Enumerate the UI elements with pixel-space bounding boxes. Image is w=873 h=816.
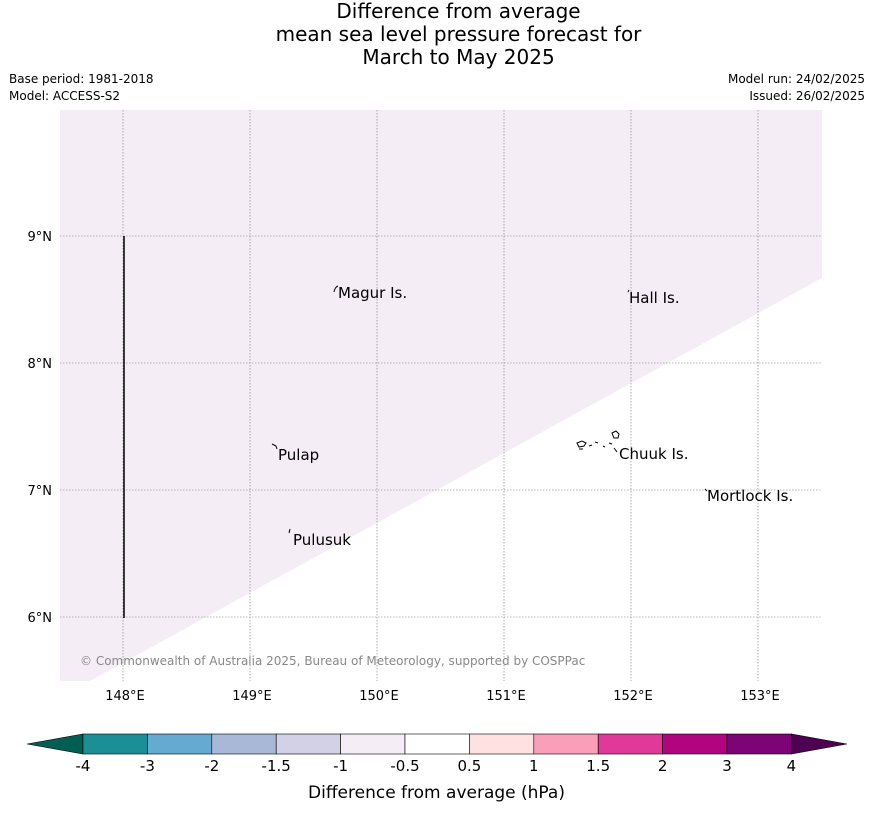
colorbar-tick-label: -4 xyxy=(76,757,91,775)
colorbar-label: Difference from average (hPa) xyxy=(308,783,565,803)
colorbar-segment xyxy=(275,733,341,755)
colorbar-segment xyxy=(404,733,470,755)
colorbar-segment xyxy=(469,733,535,755)
anomaly-region xyxy=(60,110,822,681)
lat-label-9: 9°N xyxy=(28,230,53,245)
lat-label-8: 8°N xyxy=(28,357,53,372)
colorbar-extend-high xyxy=(791,733,848,755)
colorbar-segment xyxy=(726,733,792,755)
lat-label-7: 7°N xyxy=(28,484,53,499)
title-line-3: March to May 2025 xyxy=(362,45,555,69)
lat-label-6: 6°N xyxy=(28,611,53,626)
pulusuk-island-icon xyxy=(288,528,291,534)
title-line-1: Difference from average xyxy=(336,0,581,23)
colorbar-tick-label: 3 xyxy=(722,757,732,775)
gridlines xyxy=(60,110,822,681)
lon-label-151: 151°E xyxy=(486,689,526,704)
colorbar-segment xyxy=(597,733,663,755)
colorbar-tick-label: -1.5 xyxy=(262,757,291,775)
colorbar: -4 -3 -2 -1.5 -1 -0.5 0.5 1 1.5 2 3 4 xyxy=(26,733,848,775)
chuuk-lagoon-icon xyxy=(576,430,620,453)
chart-title: Difference from average mean sea level p… xyxy=(0,0,873,69)
base-period: Base period: 1981-2018 xyxy=(9,72,154,86)
island-outlines xyxy=(271,285,708,534)
lon-label-148: 148°E xyxy=(105,689,145,704)
place-label-mortlock: Mortlock Is. xyxy=(707,487,793,505)
model-name: Model: ACCESS-S2 xyxy=(9,89,121,103)
place-label-pulap: Pulap xyxy=(278,446,319,464)
colorbar-segment xyxy=(662,733,728,755)
mortlock-island-icon xyxy=(704,488,708,492)
colorbar-segment xyxy=(211,733,277,755)
colorbar-tick-label: 2 xyxy=(658,757,668,775)
issued-date: Issued: 26/02/2025 xyxy=(749,89,865,103)
colorbar-tick-label: 4 xyxy=(787,757,797,775)
meta-left: Base period: 1981-2018 Model: ACCESS-S2 xyxy=(9,71,154,105)
hall-island-icon xyxy=(627,289,630,293)
title-line-2: mean sea level pressure forecast for xyxy=(275,22,642,46)
copyright-notice: © Commonwealth of Australia 2025, Bureau… xyxy=(80,654,585,668)
colorbar-tick-label: 1 xyxy=(529,757,539,775)
colorbar-segment xyxy=(82,733,148,755)
place-label-hall: Hall Is. xyxy=(629,289,680,307)
pulap-island-icon xyxy=(271,443,278,450)
magur-island-icon xyxy=(333,285,339,293)
colorbar-tick-label: -0.5 xyxy=(390,757,419,775)
colorbar-segment xyxy=(533,733,599,755)
place-label-pulusuk: Pulusuk xyxy=(293,531,351,549)
lon-label-152: 152°E xyxy=(613,689,653,704)
place-label-magur: Magur Is. xyxy=(338,284,407,302)
colorbar-tick-label: 1.5 xyxy=(586,757,610,775)
lon-label-153: 153°E xyxy=(740,689,780,704)
colorbar-tick-label: -1 xyxy=(333,757,348,775)
model-run: Model run: 24/02/2025 xyxy=(727,72,865,86)
colorbar-tick-label: -2 xyxy=(204,757,219,775)
place-label-chuuk: Chuuk Is. xyxy=(619,445,688,463)
colorbar-tick-label: 0.5 xyxy=(457,757,481,775)
colorbar-extend-low xyxy=(26,733,84,755)
colorbar-segment xyxy=(147,733,213,755)
meta-right: Model run: 24/02/2025 Issued: 26/02/2025 xyxy=(728,71,865,105)
colorbar-segment xyxy=(340,733,406,755)
lon-label-150: 150°E xyxy=(359,689,399,704)
lon-label-149: 149°E xyxy=(232,689,272,704)
colorbar-tick-label: -3 xyxy=(140,757,155,775)
